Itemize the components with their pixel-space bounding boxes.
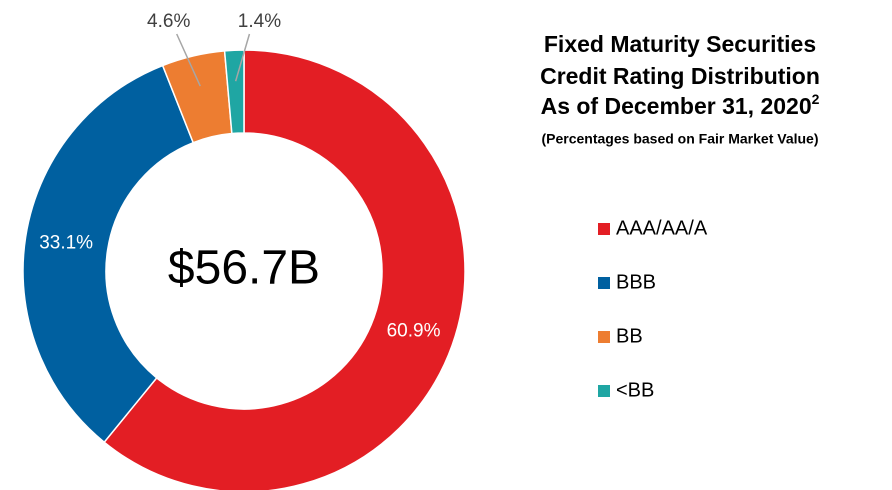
legend-swatch (598, 223, 610, 235)
chart-title: Fixed Maturity Securities (544, 31, 816, 57)
data-label: 4.6% (147, 11, 190, 32)
legend-label: <BB (616, 379, 654, 401)
legend-swatch (598, 385, 610, 397)
leader-line (176, 33, 201, 87)
chart-title: Credit Rating Distribution (540, 63, 820, 89)
donut-slice (103, 49, 466, 490)
legend-label: BBB (616, 271, 656, 293)
legend-label: BB (616, 325, 643, 347)
legend-swatch (598, 331, 610, 343)
legend-label: AAA/AA/A (616, 217, 708, 239)
center-label: $56.7B (168, 242, 320, 295)
data-label: 1.4% (238, 11, 281, 32)
leader-line (234, 33, 251, 82)
donut-slice (22, 64, 195, 444)
data-label: 60.9% (387, 320, 441, 341)
chart-title: As of December 31, 20202 (541, 91, 820, 119)
chart-title: As of December 31, 2020 (541, 93, 812, 119)
legend-swatch (598, 277, 610, 289)
data-label: 33.1% (39, 232, 93, 253)
chart-subtitle: (Percentages based on Fair Market Value) (542, 131, 819, 147)
title-superscript: 2 (812, 91, 820, 107)
